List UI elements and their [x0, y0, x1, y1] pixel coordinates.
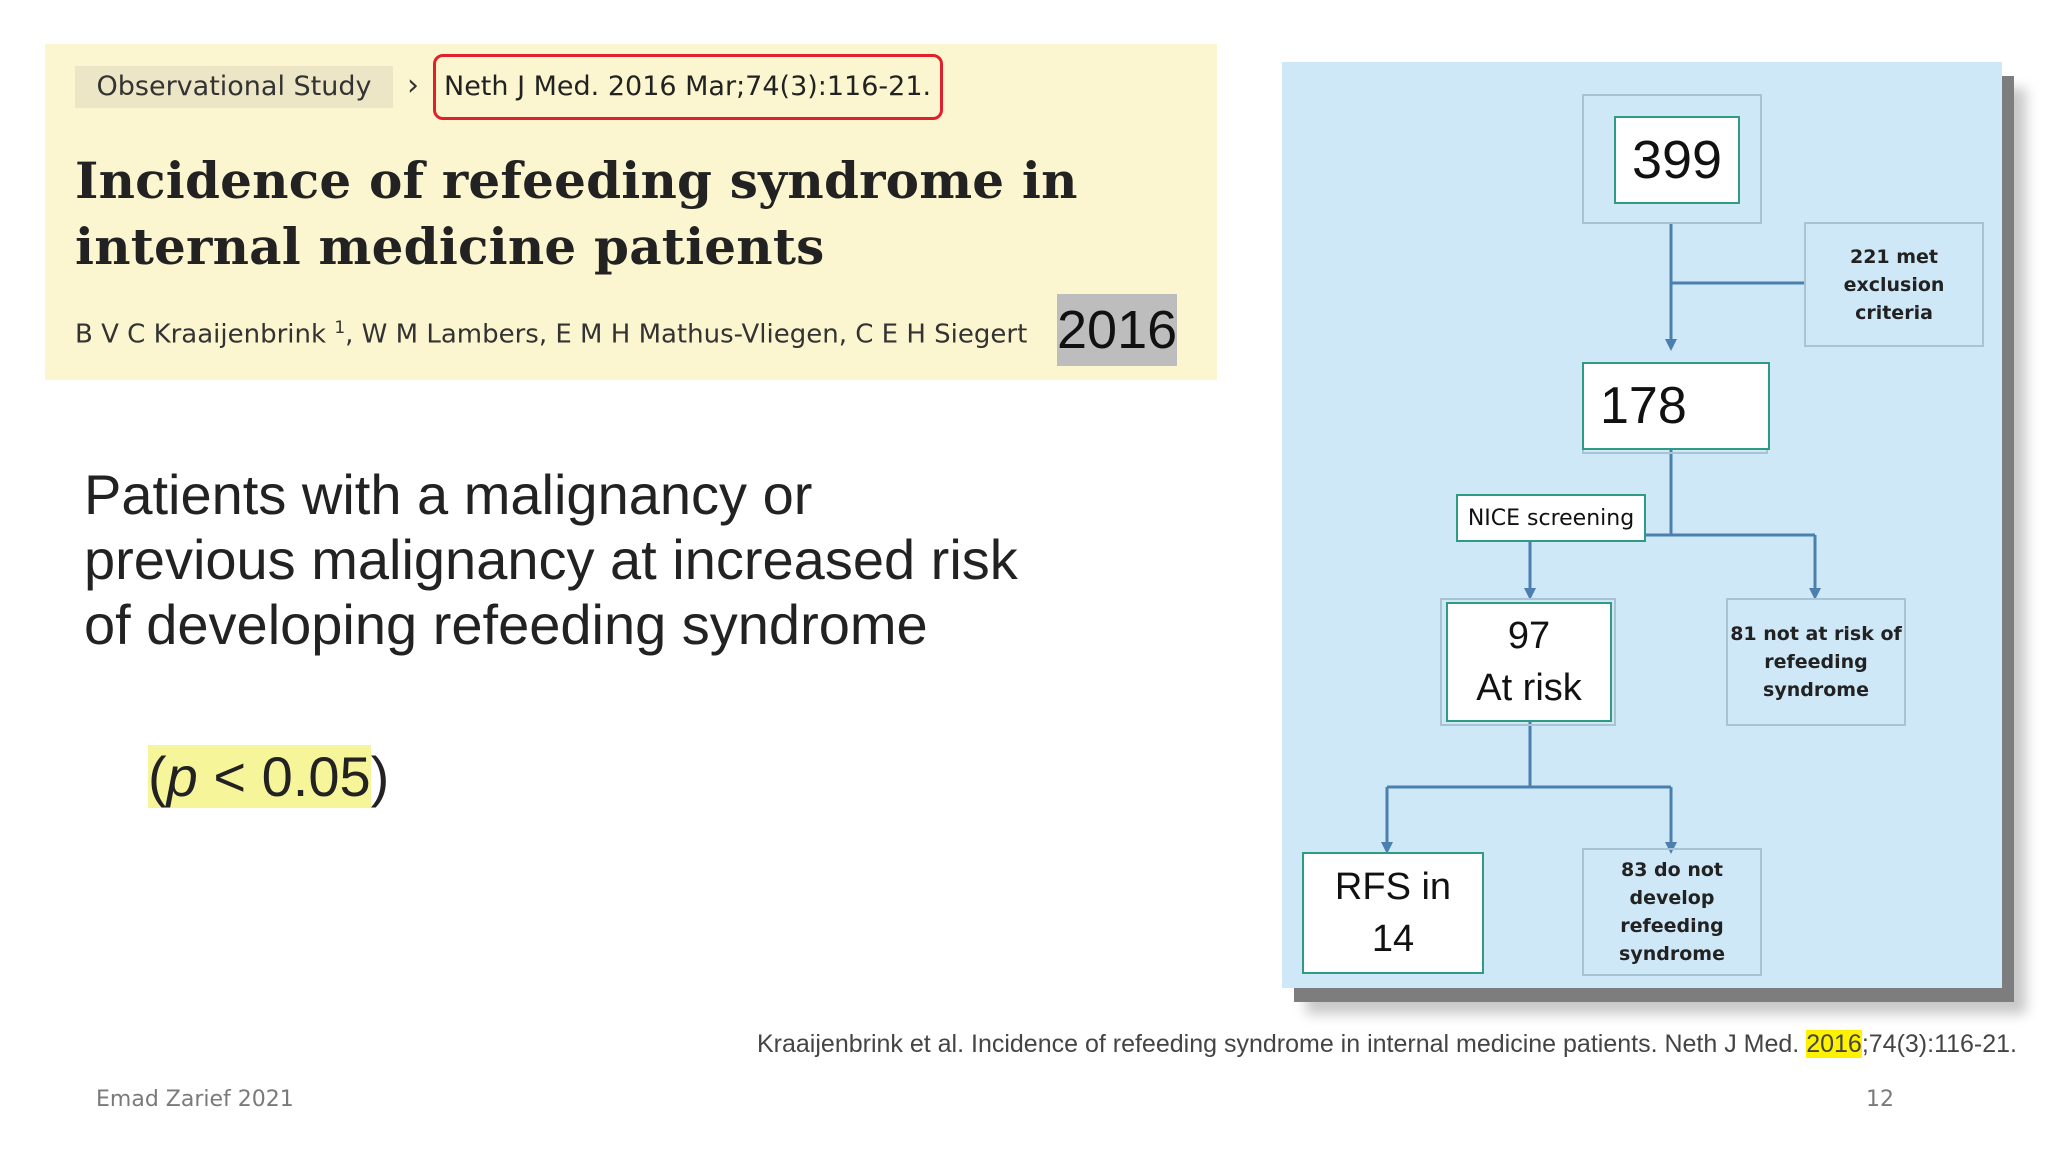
reference-volume: ;74(3):116-21.	[1861, 1030, 2018, 1058]
box-included-patients: 178	[1582, 362, 1770, 450]
article-citation-card: Observational Study › Neth J Med. 2016 M…	[45, 44, 1217, 380]
box-no-rfs: 83 do not develop refeeding syndrome	[1582, 848, 1762, 976]
study-type-tag: Observational Study	[75, 66, 393, 108]
p-comparison: < 0.05	[197, 745, 371, 808]
p-value-highlight: (p < 0.05	[148, 745, 371, 808]
box-total-patients: 399	[1614, 116, 1740, 204]
box-excluded: 221 met exclusion criteria	[1804, 222, 1984, 347]
box-not-at-risk: 81 not at risk of refeeding syndrome	[1726, 598, 1906, 726]
nice-screening-label: NICE screening	[1456, 494, 1646, 542]
affiliation-marker: 1	[334, 318, 346, 338]
p-open-paren: (	[148, 745, 167, 808]
article-authors: B V C Kraaijenbrink 1, W M Lambers, E M …	[75, 318, 1027, 350]
footer-author: Emad Zarief 2021	[96, 1087, 294, 1112]
source-reference: Kraaijenbrink et al. Incidence of refeed…	[757, 1030, 2017, 1059]
reference-text: Kraaijenbrink et al. Incidence of refeed…	[757, 1030, 1807, 1058]
p-close-paren: )	[370, 745, 390, 808]
slide-number: 12	[1866, 1087, 1894, 1112]
journal-reference-highlighted: Neth J Med. 2016 Mar;74(3):116-21.	[433, 54, 943, 120]
box-399-frame	[1582, 94, 1762, 224]
box-at-risk: 97 At risk	[1446, 602, 1612, 722]
rfs-label: RFS in	[1334, 866, 1452, 908]
year-badge: 2016	[1057, 294, 1177, 366]
reference-year-highlight: 2016	[1806, 1030, 1862, 1058]
rfs-count: 14	[1371, 918, 1415, 960]
other-authors: , W M Lambers, E M H Mathus-Vliegen, C E…	[345, 319, 1028, 350]
box-rfs: RFS in 14	[1302, 852, 1484, 974]
patient-flowchart: 399 221 met exclusion criteria 178 NICE …	[1282, 62, 2002, 988]
first-author: B V C Kraaijenbrink	[75, 319, 327, 350]
box-97-frame	[1440, 598, 1616, 726]
p-symbol: p	[166, 745, 198, 808]
article-title: Incidence of refeeding syndrome in inter…	[75, 151, 1078, 276]
key-finding-text: Patients with a malignancy or previous m…	[84, 463, 1018, 656]
at-risk-count: 97	[1507, 615, 1551, 657]
at-risk-label: At risk	[1476, 667, 1582, 709]
chevron-right-icon: ›	[407, 68, 419, 103]
p-value: (p < 0.05)	[148, 742, 389, 812]
